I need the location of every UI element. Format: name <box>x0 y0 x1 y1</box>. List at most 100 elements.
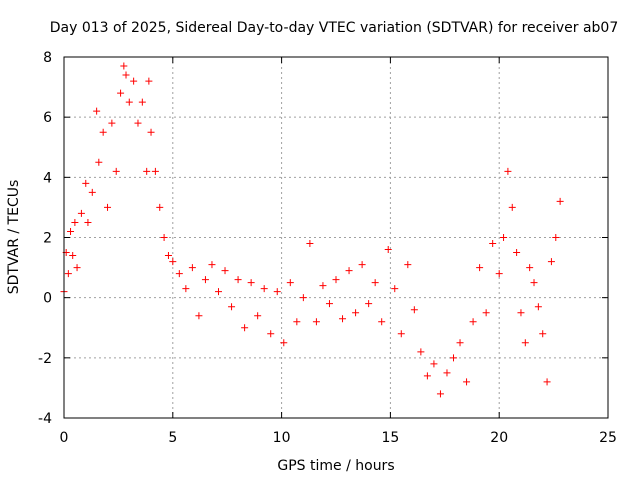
data-point <box>339 315 347 323</box>
y-tick-label: -4 <box>38 411 52 427</box>
data-point <box>247 279 255 287</box>
data-point <box>214 288 222 296</box>
data-point <box>517 309 525 317</box>
data-point <box>69 252 77 260</box>
data-point <box>130 77 138 85</box>
data-point <box>508 203 516 211</box>
data-point <box>108 119 116 127</box>
data-point <box>495 270 503 278</box>
data-point <box>112 167 120 175</box>
data-point <box>410 306 418 314</box>
data-point <box>120 62 128 70</box>
data-point <box>280 339 288 347</box>
data-point <box>88 188 96 196</box>
data-point <box>352 309 360 317</box>
data-point <box>456 339 464 347</box>
data-point <box>556 197 564 205</box>
data-point <box>143 167 151 175</box>
y-tick-label: 4 <box>43 170 52 186</box>
data-point <box>325 300 333 308</box>
y-tick-label: 6 <box>43 110 52 126</box>
y-tick-label: -2 <box>38 351 52 367</box>
data-point <box>228 303 236 311</box>
data-point <box>450 354 458 362</box>
data-point <box>93 107 101 115</box>
data-point <box>384 246 392 254</box>
y-axis-label: SDTVAR / TECUs <box>6 180 22 295</box>
data-point <box>267 330 275 338</box>
data-point <box>67 227 75 235</box>
data-point <box>84 218 92 226</box>
data-point <box>169 258 177 266</box>
data-point <box>117 89 125 97</box>
x-tick-label: 15 <box>381 430 399 446</box>
data-point <box>552 234 560 241</box>
data-point <box>234 276 242 284</box>
data-point <box>504 167 512 175</box>
data-point <box>254 312 262 320</box>
data-point <box>201 276 209 284</box>
data-point <box>391 285 399 293</box>
data-point <box>145 77 153 85</box>
data-point <box>151 167 159 175</box>
x-axis-label: GPS time / hours <box>277 458 394 474</box>
data-point <box>273 288 281 296</box>
data-point <box>469 318 477 326</box>
data-point <box>299 294 307 302</box>
data-point <box>260 285 268 293</box>
data-point <box>175 270 183 278</box>
grid <box>64 57 608 418</box>
data-point <box>371 279 379 287</box>
data-point <box>500 234 508 241</box>
data-point <box>134 119 142 127</box>
x-tick-label: 20 <box>490 430 508 446</box>
data-point <box>99 128 107 136</box>
data-point <box>64 270 72 278</box>
data-point <box>489 240 497 248</box>
data-points <box>60 62 564 398</box>
x-tick-label: 25 <box>599 430 617 446</box>
data-point <box>286 279 294 287</box>
x-tick-label: 0 <box>60 430 69 446</box>
data-point <box>476 264 484 272</box>
data-point <box>138 98 146 106</box>
data-point <box>160 234 168 241</box>
data-point <box>423 372 431 380</box>
data-point <box>358 261 366 269</box>
y-tick-label: 2 <box>43 231 52 247</box>
data-point <box>77 209 85 217</box>
data-point <box>417 348 425 356</box>
data-point <box>430 360 438 368</box>
data-point <box>95 158 103 166</box>
data-point <box>293 318 301 326</box>
data-point <box>73 264 81 272</box>
data-point <box>463 378 471 386</box>
data-point <box>104 203 112 211</box>
data-point <box>71 218 79 226</box>
data-point <box>436 390 444 398</box>
data-point <box>404 261 412 269</box>
data-point <box>482 309 490 317</box>
y-tick-label: 0 <box>43 291 52 307</box>
data-point <box>156 203 164 211</box>
data-point <box>530 279 538 287</box>
data-point <box>125 98 133 106</box>
data-point <box>147 128 155 136</box>
data-point <box>543 378 551 386</box>
data-point <box>521 339 529 347</box>
data-point <box>513 249 521 257</box>
data-point <box>443 369 451 377</box>
data-point <box>122 71 130 79</box>
data-point <box>547 258 555 266</box>
data-point <box>195 312 203 320</box>
data-point <box>312 318 320 326</box>
data-point <box>345 267 353 275</box>
data-point <box>241 324 249 332</box>
data-point <box>534 303 542 311</box>
data-point <box>378 318 386 326</box>
x-tick-label: 10 <box>273 430 291 446</box>
data-point <box>539 330 547 338</box>
data-point <box>182 285 190 293</box>
